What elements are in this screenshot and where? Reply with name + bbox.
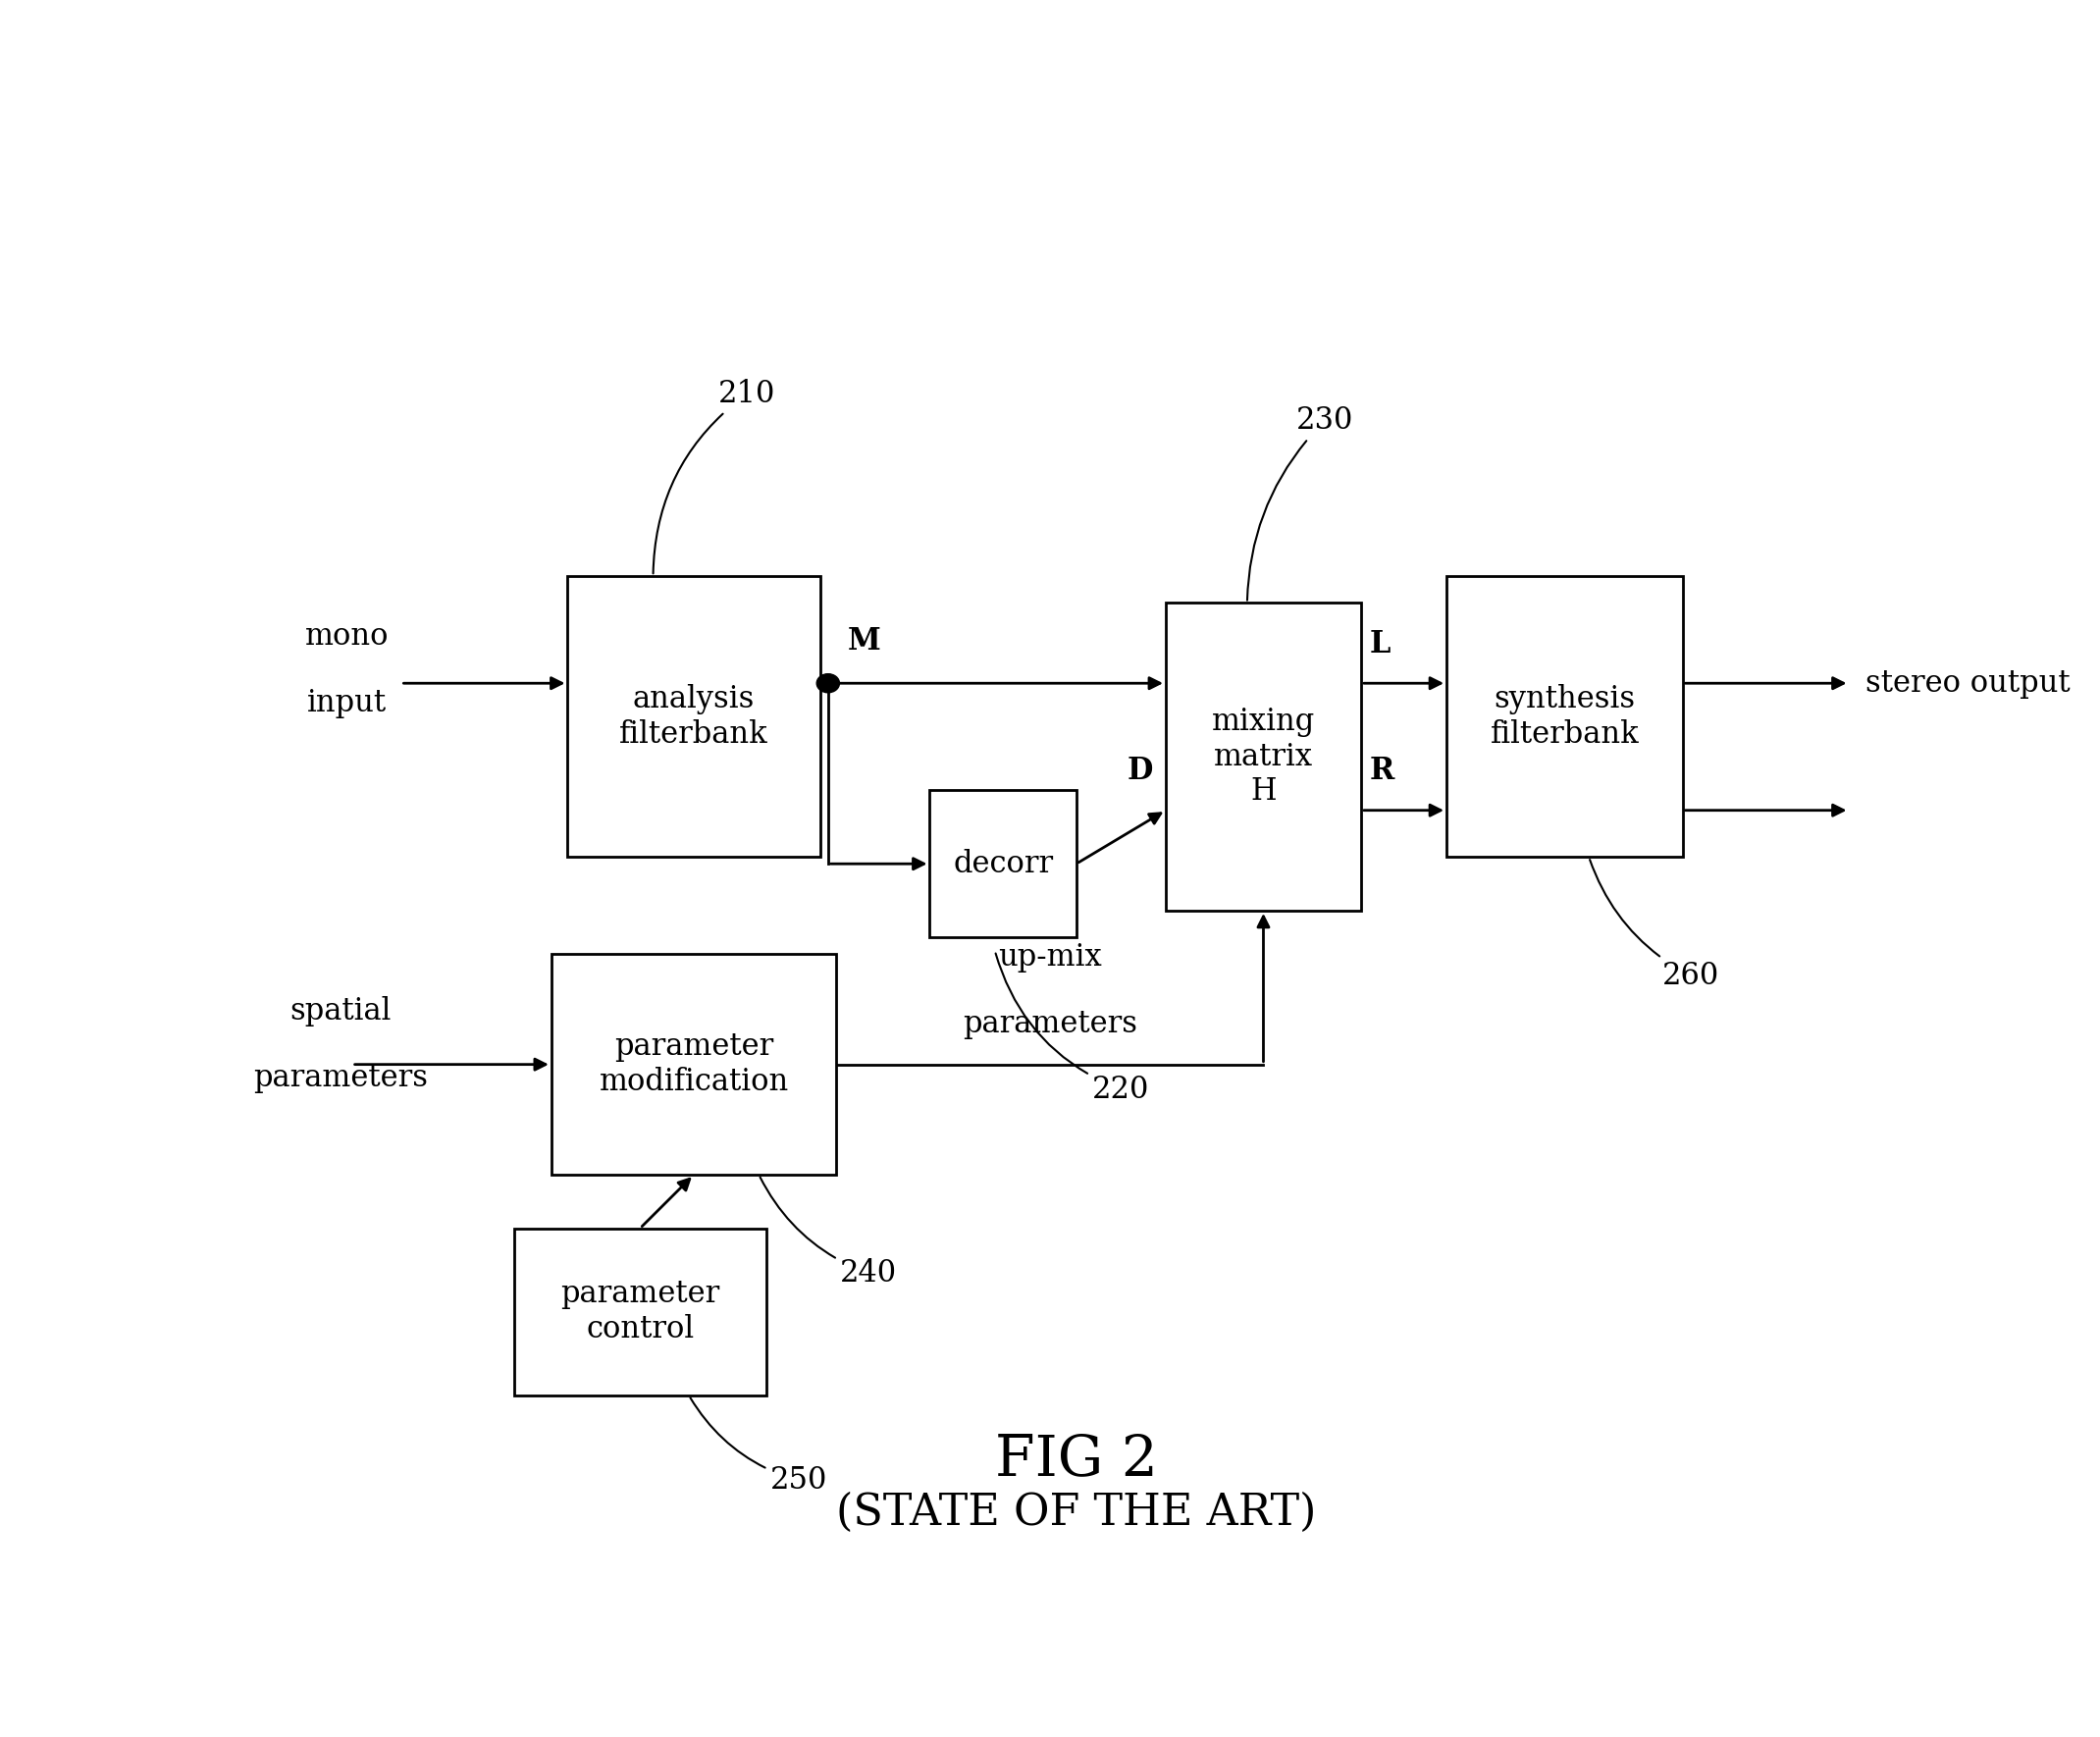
Text: parameter
modification: parameter modification: [598, 1032, 790, 1098]
Text: analysis
filterbank: analysis filterbank: [620, 684, 769, 749]
Bar: [1447, 577, 1682, 856]
Bar: [514, 1228, 766, 1395]
Bar: [567, 577, 819, 856]
Text: synthesis
filterbank: synthesis filterbank: [1491, 684, 1638, 749]
Text: stereo output: stereo output: [1865, 669, 2071, 698]
Bar: [552, 954, 836, 1174]
Text: up-mix: up-mix: [998, 941, 1102, 973]
Text: D: D: [1128, 756, 1153, 787]
Text: mono: mono: [304, 622, 388, 651]
Text: 210: 210: [653, 379, 775, 573]
Text: L: L: [1369, 629, 1390, 658]
Text: M: M: [848, 625, 880, 657]
Text: 260: 260: [1590, 860, 1720, 992]
Text: 240: 240: [760, 1178, 897, 1289]
Text: decorr: decorr: [953, 849, 1052, 879]
Text: mixing
matrix
H: mixing matrix H: [1212, 707, 1315, 808]
Text: parameters: parameters: [962, 1009, 1136, 1039]
Text: parameter
control: parameter control: [561, 1278, 720, 1344]
Text: (STATE OF THE ART): (STATE OF THE ART): [836, 1492, 1317, 1534]
Text: spatial: spatial: [290, 995, 391, 1027]
Bar: [930, 790, 1077, 938]
Text: 250: 250: [691, 1398, 827, 1496]
Bar: [1166, 603, 1361, 910]
Circle shape: [817, 674, 840, 693]
Text: input: input: [307, 688, 386, 719]
Text: R: R: [1369, 756, 1394, 787]
Text: 230: 230: [1247, 405, 1352, 601]
Text: FIG 2: FIG 2: [995, 1431, 1157, 1487]
Text: parameters: parameters: [254, 1063, 428, 1093]
Text: 220: 220: [995, 954, 1151, 1105]
